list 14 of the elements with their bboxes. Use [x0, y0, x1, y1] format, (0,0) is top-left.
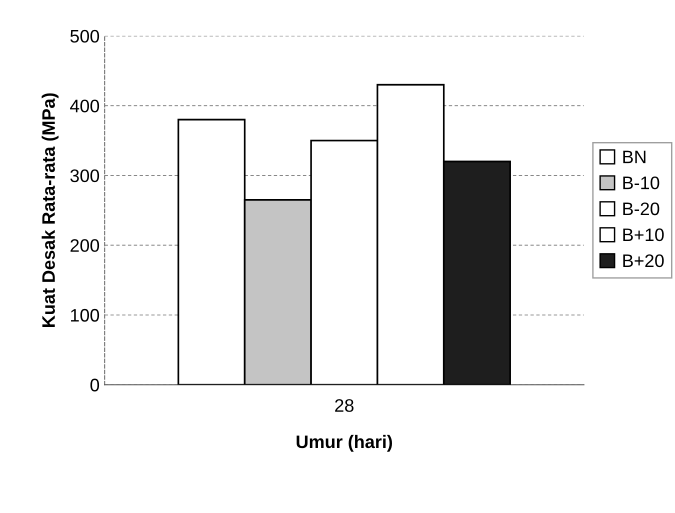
legend-label: B-20: [623, 202, 660, 216]
y-tick-label: 0: [90, 378, 100, 392]
y-tick-label: 500: [70, 30, 100, 43]
x-axis-title: Umur (hari): [296, 434, 392, 452]
y-tick-label: 400: [70, 100, 100, 112]
legend-label: B+10: [623, 228, 664, 242]
legend-label: BN: [623, 150, 646, 164]
legend-label: B+20: [623, 254, 664, 268]
y-axis-title: Kuat Desak Rata-rata (MPa): [42, 93, 59, 328]
y-tick-label: 300: [70, 169, 100, 182]
y-tick-label: 100: [71, 308, 100, 322]
legend-label: B-10: [623, 176, 660, 190]
x-tick-label: 28: [335, 399, 354, 412]
y-tick-label: 200: [70, 239, 100, 252]
